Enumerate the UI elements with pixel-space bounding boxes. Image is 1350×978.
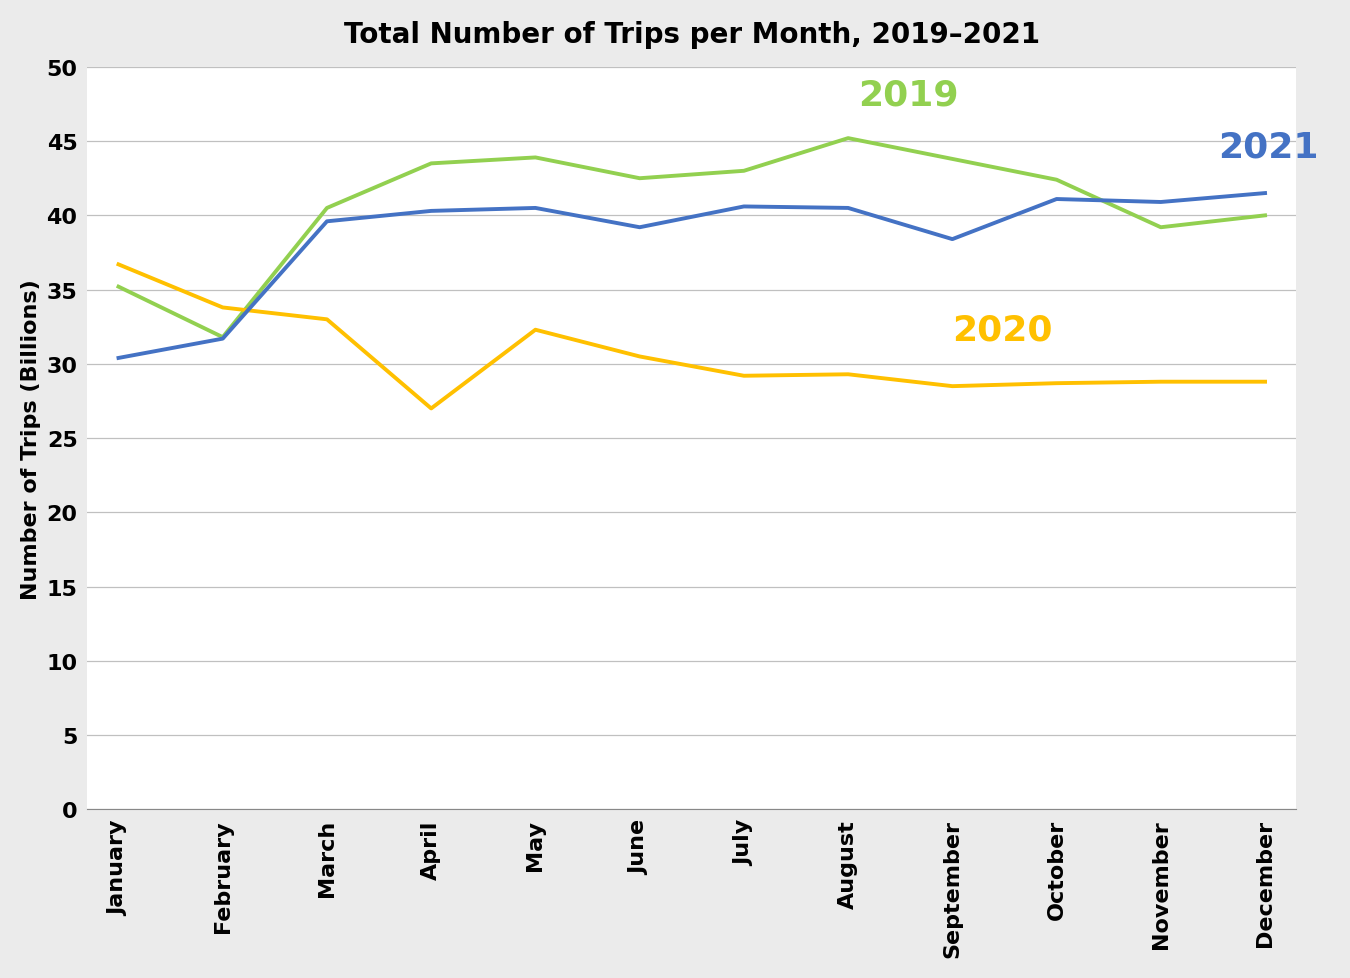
Title: Total Number of Trips per Month, 2019–2021: Total Number of Trips per Month, 2019–20… bbox=[344, 21, 1040, 49]
Y-axis label: Number of Trips (Billions): Number of Trips (Billions) bbox=[20, 279, 40, 599]
Text: 2020: 2020 bbox=[952, 313, 1053, 346]
Text: 2019: 2019 bbox=[859, 78, 958, 112]
Text: 2021: 2021 bbox=[1218, 130, 1319, 164]
